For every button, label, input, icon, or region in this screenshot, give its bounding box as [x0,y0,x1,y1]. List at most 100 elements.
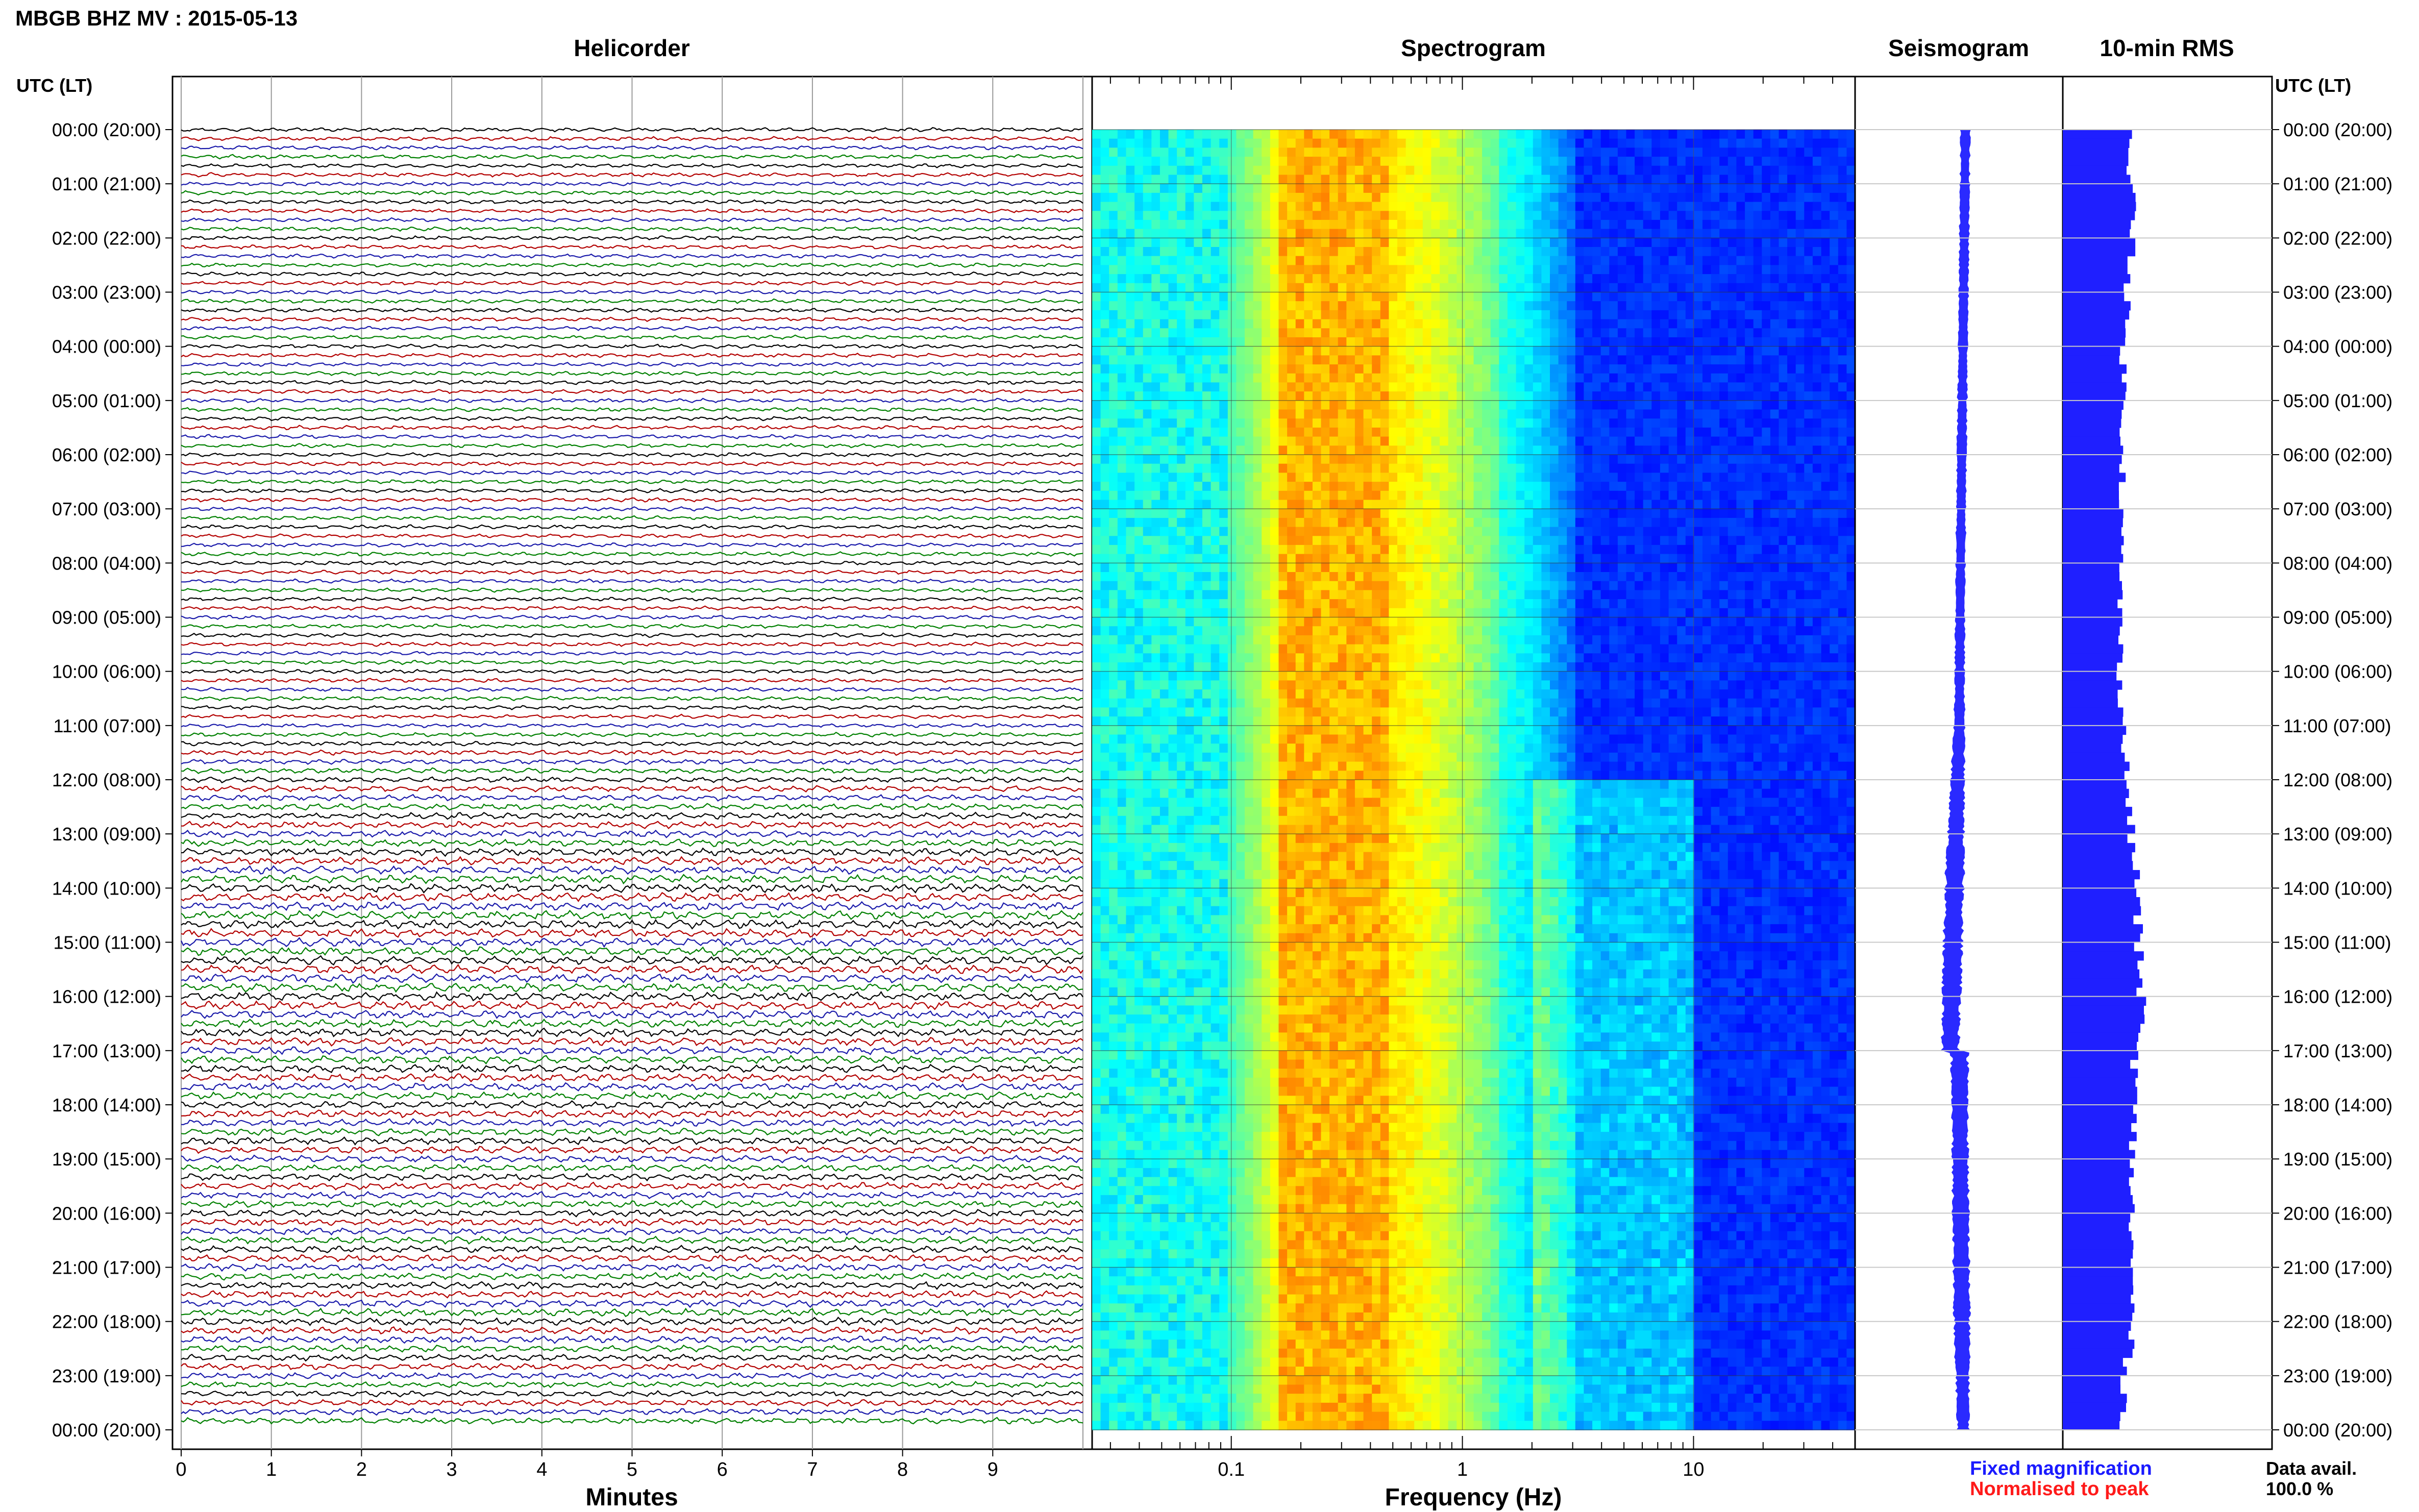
spectrogram-cell [1660,527,1669,537]
spectrogram-cell [1431,219,1440,230]
spectrogram-cell [1660,490,1669,501]
spectrogram-cell [1185,500,1195,509]
spectrogram-cell [1838,463,1847,474]
spectrogram-cell [1194,382,1203,392]
spectrogram-cell [1770,445,1780,455]
spectrogram-cell [1185,265,1195,275]
spectrogram-cell [1617,527,1627,537]
spectrogram-cell [1770,202,1780,212]
spectrogram-cell [1626,229,1635,239]
spectrogram-cell [1787,418,1796,428]
spectrogram-cell [1558,328,1567,338]
spectrogram-cell [1278,346,1288,356]
helicorder-trace [181,379,1083,385]
spectrogram-cell [1270,202,1279,212]
spectrogram-cell [1202,563,1212,573]
spectrogram-cell [1600,238,1610,247]
spectrogram-cell [1770,517,1780,528]
spectrogram-cell [1109,490,1118,501]
spectrogram-cell [1321,238,1330,247]
spectrogram-cell [1397,599,1406,609]
spectrogram-cell [1109,265,1118,275]
spectrogram-cell [1143,418,1152,428]
spectrogram-cell [1473,409,1483,419]
spectrogram-cell [1338,202,1347,212]
spectrogram-cell [1660,346,1669,356]
spectrogram-cell [1236,292,1245,302]
spectrogram-cell [1363,590,1372,600]
spectrogram-cell [1236,319,1245,329]
spectrogram-cell [1838,337,1847,347]
spectrogram-cell [1295,147,1305,157]
spectrogram-cell [1177,473,1186,482]
spectrogram-cell [1711,147,1720,157]
spectrogram-cell [1134,382,1144,392]
spectrogram-cell [1448,473,1458,482]
spectrogram-cell [1177,138,1186,148]
spectrogram-cell [1745,256,1754,266]
spectrogram-cell [1372,500,1381,509]
spectrogram-cell [1507,590,1517,600]
spectrogram-cell [1846,509,1856,518]
spectrogram-cell [1440,608,1449,618]
spectrogram-cell [1482,274,1491,284]
spectrogram-cell [1440,130,1449,139]
spectrogram-cell [1321,490,1330,501]
spectrogram-cell [1092,229,1101,239]
spectrogram-cell [1134,554,1144,564]
spectrogram-cell [1262,608,1271,618]
spectrogram-cell [1168,554,1177,564]
spectrogram-cell [1609,563,1618,573]
spectrogram-cell [1677,527,1686,537]
spectrogram-cell [1635,301,1644,311]
spectrogram-cell [1821,157,1830,166]
spectrogram-cell [1262,319,1271,329]
spectrogram-cell [1745,319,1754,329]
spectrogram-cell [1227,157,1237,166]
spectrogram-cell [1660,130,1669,139]
spectrogram-cell [1405,391,1415,401]
spectrogram-cell [1202,283,1212,293]
spectrogram-cell [1321,229,1330,239]
spectrogram-cell [1185,536,1195,546]
spectrogram-cell [1685,490,1695,501]
spectrogram-cell [1168,608,1177,618]
spectrogram-cell [1126,157,1135,166]
spectrogram-cell [1321,581,1330,591]
spectrogram-cell [1100,427,1109,437]
spectrogram-cell [1694,590,1703,600]
spectrogram-cell [1346,418,1355,428]
spectrogram-cell [1736,310,1745,320]
spectrogram-cell [1711,130,1720,139]
helicorder-trace [181,551,1083,557]
spectrogram-cell [1185,418,1195,428]
spectrogram-cell [1804,572,1813,582]
spectrogram-cell [1524,202,1534,212]
spectrogram-cell [1100,238,1109,247]
spectrogram-cell [1194,500,1203,509]
spectrogram-cell [1329,490,1339,501]
spectrogram-cell [1499,544,1508,555]
spectrogram-cell [1457,517,1466,528]
spectrogram-cell [1685,572,1695,582]
spectrogram-cell [1397,400,1406,410]
spectrogram-cell [1202,400,1212,410]
spectrogram-cell [1440,346,1449,356]
spectrogram-cell [1465,292,1474,302]
spectrogram-cell [1278,517,1288,528]
spectrogram-cell [1159,346,1169,356]
spectrogram-cell [1482,147,1491,157]
spectrogram-cell [1617,544,1627,555]
spectrogram-cell [1830,247,1839,257]
spectrogram-cell [1558,445,1567,455]
spectrogram-cell [1567,445,1576,455]
spectrogram-cell [1812,130,1822,139]
spectrogram-cell [1219,211,1228,220]
spectrogram-cell [1253,219,1262,230]
spectrogram-cell [1126,238,1135,247]
spectrogram-cell [1736,445,1745,455]
helicorder-trace [181,506,1083,512]
spectrogram-cell [1711,138,1720,148]
spectrogram-cell [1380,463,1390,474]
spectrogram-cell [1592,581,1601,591]
